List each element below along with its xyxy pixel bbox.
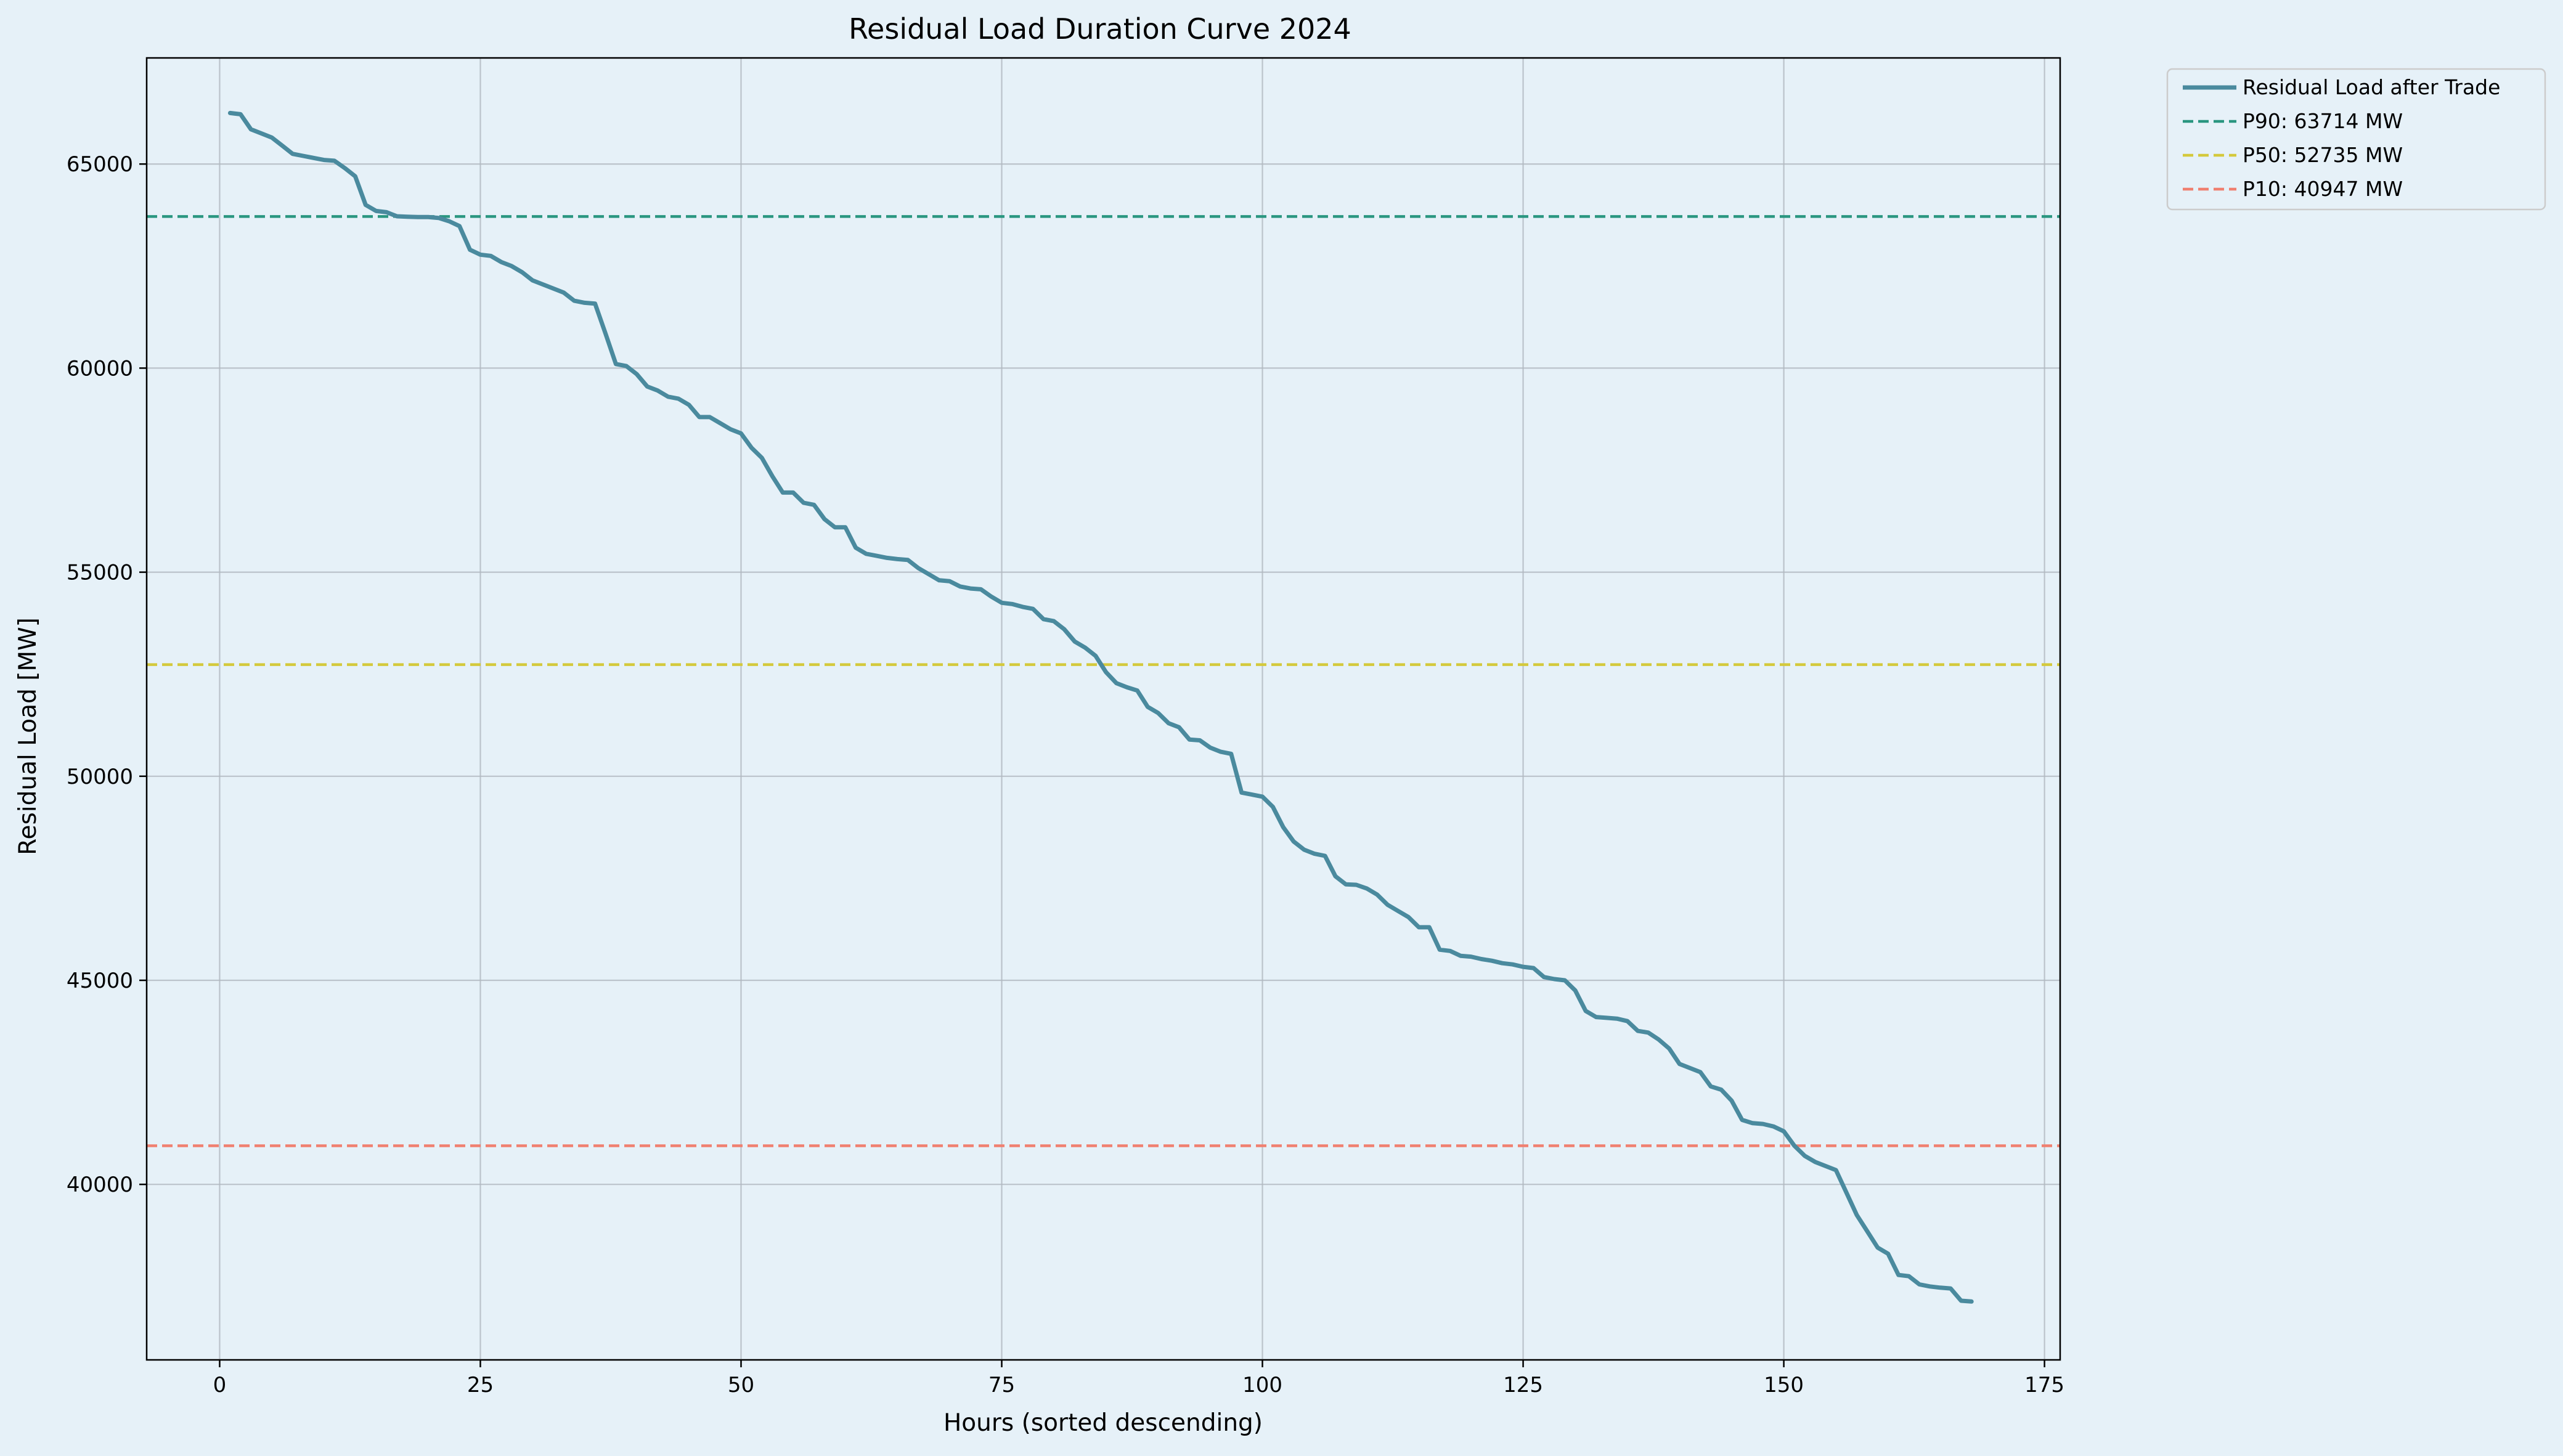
legend-label: P90: 63714 MW [2243,109,2403,133]
legend: Residual Load after Trade P90: 63714 MW P5… [2166,68,2546,211]
legend-label: P10: 40947 MW [2243,177,2403,201]
legend-frame [2166,68,2546,211]
axes-background [147,58,2060,1360]
plot-area: 0 25 50 75 100 125 150 175 40000 45000 50000 55000 6… [67,57,2064,1397]
x-tick-label: 75 [988,1373,1015,1397]
chart-title: Residual Load Duration Curve 2024 [849,12,1351,46]
y-axis-label: Residual Load [MW] [14,617,42,855]
x-axis-label: Hours (sorted descending) [943,1409,1263,1437]
legend-entry-p50: P50: 52735 MW [2183,143,2403,167]
y-tick-label: 55000 [67,561,133,585]
series-line-residual-load [227,110,1974,1304]
legend-label: P50: 52735 MW [2243,143,2403,167]
x-tick-label: 175 [2024,1373,2064,1397]
y-tick-label: 60000 [67,356,133,381]
y-tick-label: 40000 [67,1173,133,1197]
x-tick-label: 100 [1242,1373,1282,1397]
y-tick-label: 50000 [67,765,133,789]
legend-entry-p10: P10: 40947 MW [2183,177,2403,201]
legend-entry-p90: P90: 63714 MW [2183,109,2403,133]
x-tick-label: 25 [467,1373,494,1397]
x-tick-label: 50 [728,1373,754,1397]
x-tick-label: 0 [213,1373,227,1397]
y-tick-label: 65000 [67,152,133,177]
x-tick-label: 125 [1503,1373,1543,1397]
legend-label: Residual Load after Trade [2243,75,2500,99]
legend-entry-residual-load: Residual Load after Trade [2183,75,2500,99]
y-tick-label: 45000 [67,969,133,993]
x-tick-label: 150 [1764,1373,1804,1397]
axes-frame [145,57,2061,1361]
